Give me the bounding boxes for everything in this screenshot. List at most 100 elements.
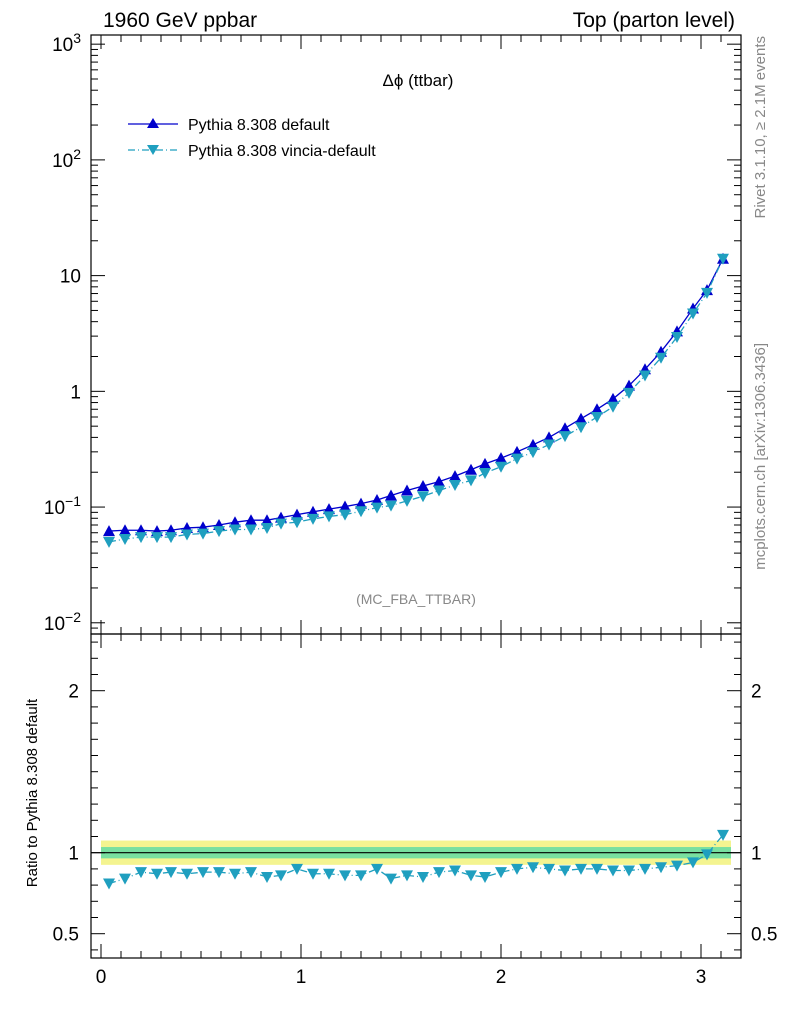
ratio-data-point [165, 867, 177, 879]
data-point [119, 533, 131, 545]
ratio-data-point [323, 868, 335, 880]
data-point [575, 412, 587, 424]
ratio-data-point [371, 863, 383, 875]
data-point [623, 387, 635, 399]
ratio-data-point [103, 878, 115, 890]
ratio-y-tick-label: 1 [751, 844, 762, 865]
y-tick-label: 102 [52, 146, 81, 172]
data-point [449, 480, 461, 492]
data-point [275, 518, 287, 530]
data-point [433, 475, 445, 487]
data-point [479, 457, 491, 469]
data-point [607, 401, 619, 413]
ratio-data-point [119, 873, 131, 885]
ratio-data-point [511, 863, 523, 875]
data-point [261, 522, 273, 534]
header-right: Top (parton level) [573, 9, 735, 32]
data-point [687, 308, 699, 320]
series-line [108, 258, 724, 532]
x-tick-label: 0 [96, 967, 107, 988]
data-point [655, 352, 667, 364]
data-point [465, 475, 477, 487]
ratio-data-point [151, 868, 163, 880]
ratio-data-point [543, 863, 555, 875]
ratio-y-tick-label: 1 [68, 844, 79, 865]
data-point [197, 528, 209, 540]
series-line [108, 258, 724, 543]
ratio-data-point [449, 865, 461, 877]
legend: Pythia 8.308 default Pythia 8.308 vincia… [128, 117, 376, 160]
data-point [701, 287, 713, 299]
y-tick-label: 10−1 [44, 493, 81, 519]
ratio-y-tick-label: 2 [751, 682, 762, 703]
data-point [323, 511, 335, 523]
data-point [495, 461, 507, 473]
data-point [417, 480, 429, 492]
ratio-data-point [687, 857, 699, 869]
data-point [371, 494, 383, 506]
data-point [511, 453, 523, 465]
legend-label-vincia: Pythia 8.308 vincia-default [188, 143, 376, 160]
ratio-data-point [495, 867, 507, 879]
ratio-data-point [307, 868, 319, 880]
ratio-data-point [701, 849, 713, 861]
data-point [103, 525, 115, 537]
rivet-label: Rivet 3.1.10, ≥ 2.1M events [752, 36, 769, 219]
ratio-y-tick-label: 0.5 [53, 925, 79, 946]
watermark-label: (MC_FBA_TTBAR) [356, 591, 476, 607]
data-point [543, 439, 555, 451]
data-point [385, 500, 397, 512]
ratio-data-point [465, 870, 477, 882]
ratio-data-point [671, 860, 683, 872]
data-point [103, 536, 115, 548]
data-point [591, 412, 603, 424]
ratio-frame [90, 633, 742, 959]
data-point [291, 508, 303, 520]
data-point [355, 497, 367, 509]
data-point [355, 506, 367, 518]
y-tick-label: 10 [60, 267, 81, 288]
ratio-data-point [527, 862, 539, 874]
x-tick-label: 2 [496, 967, 507, 988]
data-point [417, 491, 429, 503]
data-point [291, 517, 303, 529]
ratio-y-tick-label: 0.5 [751, 925, 777, 946]
ratio-data-point [213, 867, 225, 879]
mcplots-label: mcplots.cern.ch [arXiv:1306.3436] [752, 343, 769, 570]
ratio-data-point [607, 865, 619, 877]
data-point [591, 403, 603, 415]
data-point [433, 485, 445, 497]
data-point [575, 422, 587, 434]
legend-marker-default [147, 118, 159, 128]
y-tick-label: 103 [52, 30, 81, 56]
data-point [245, 514, 257, 526]
data-point [385, 489, 397, 501]
data-point [307, 513, 319, 525]
data-point [371, 502, 383, 514]
ratio-data-point [261, 872, 273, 883]
data-point [135, 532, 147, 544]
data-point [639, 370, 651, 382]
data-point [151, 532, 163, 544]
ratio-data-point [229, 868, 241, 880]
data-point [449, 470, 461, 482]
data-point [479, 467, 491, 479]
ratio-data-point [639, 863, 651, 875]
data-point [261, 514, 273, 526]
ratio-y-axis-label: Ratio to Pythia 8.308 default [24, 698, 41, 887]
data-point [401, 495, 413, 507]
data-point [339, 509, 351, 521]
data-point [495, 452, 507, 464]
data-point [717, 253, 729, 265]
ratio-data-point [575, 863, 587, 875]
ratio-data-point [181, 868, 193, 880]
ratio-data-point [197, 867, 209, 879]
data-point [465, 463, 477, 475]
ratio-y-tick-label: 2 [68, 682, 79, 703]
data-point [323, 503, 335, 515]
plot-title: Δϕ (ttbar) [383, 71, 454, 90]
y-tick-label: 10−2 [44, 609, 81, 635]
data-point [339, 500, 351, 512]
data-point [181, 529, 193, 541]
